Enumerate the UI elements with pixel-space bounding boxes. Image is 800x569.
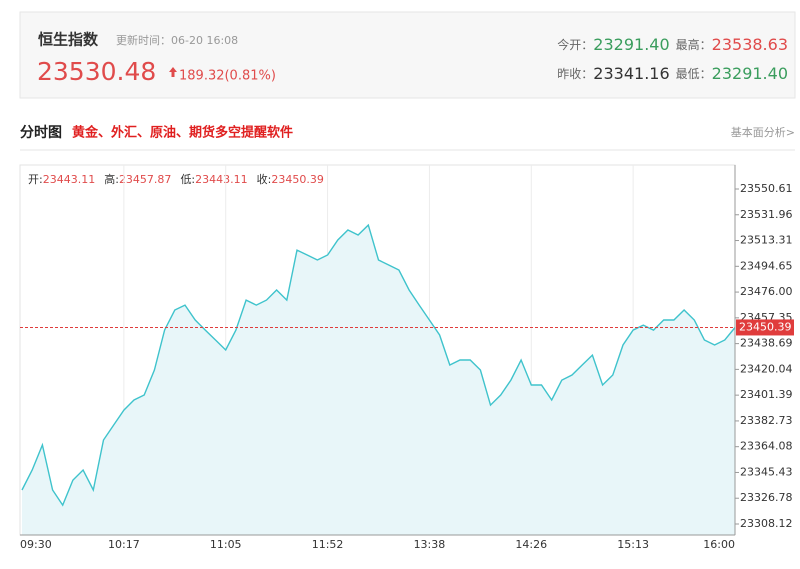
up-arrow — [169, 67, 177, 77]
y-tick-label: 23382.73 — [740, 414, 793, 427]
y-tick-label: 23420.04 — [740, 362, 793, 375]
price-line — [21, 223, 736, 507]
info-value: 23443.11 — [43, 173, 96, 186]
y-tick-label: 23326.78 — [740, 491, 793, 504]
stat-value: 23341.16 — [593, 64, 669, 83]
price: 23530.48 — [37, 57, 156, 86]
x-tick-label: 13:38 — [414, 538, 446, 551]
info-label: 低: — [180, 173, 195, 186]
x-tick-label: 10:17 — [108, 538, 140, 551]
y-tick-label: 23494.65 — [740, 259, 793, 272]
stat-value: 23538.63 — [712, 35, 788, 54]
ohlc-info: 开:23443.11 高:23457.87 低:23443.11 收:23450.39 — [28, 172, 324, 186]
price-area — [22, 225, 735, 535]
y-tick-label: 23550.61 — [740, 182, 793, 195]
x-tick-label: 11:52 — [312, 538, 344, 551]
analysis-link[interactable]: 基本面分析> — [731, 125, 795, 139]
section-title: 分时图 — [20, 124, 62, 141]
info-label: 收: — [257, 172, 272, 186]
y-tick-label: 23513.31 — [740, 234, 793, 247]
update-time: 更新时间：06-20 16:08 — [116, 33, 238, 47]
info-label: 开: — [28, 173, 43, 186]
y-tick-label: 23345.43 — [740, 465, 793, 478]
info-value: 23450.39 — [271, 173, 324, 186]
stats-row: 今开：23291.40 最高：23538.63 — [557, 35, 788, 54]
y-tick-label: 23531.96 — [740, 208, 793, 221]
change: 189.32(0.81%) — [179, 69, 276, 84]
stat-value: 23291.40 — [593, 35, 669, 54]
stat-label: 最低： — [676, 67, 712, 81]
promo-link[interactable]: 黄金、外汇、原油、期货多空提醒软件 — [72, 125, 293, 141]
info-value: 23457.87 — [119, 173, 172, 186]
index-title: 恒生指数 — [38, 31, 99, 49]
y-tick-label: 23401.39 — [740, 388, 793, 401]
x-tick-label: 16:00 — [703, 538, 735, 551]
stat-label: 最高： — [676, 37, 712, 52]
x-tick-label: 09:30 — [20, 538, 52, 551]
stat-label: 昨收： — [557, 67, 593, 81]
x-tick-label: 14:26 — [515, 538, 547, 551]
stats-row: 昨收：23341.16 最低：23291.40 — [557, 64, 788, 83]
info-value: 23443.11 — [195, 173, 248, 186]
last-price-tag — [736, 319, 794, 336]
x-tick-label: 11:05 — [210, 538, 242, 551]
stat-value: 23291.40 — [712, 64, 788, 83]
y-tick-label: 23364.08 — [740, 440, 793, 453]
y-tick-label: 23476.00 — [740, 285, 793, 298]
y-tick-label: 23438.69 — [740, 337, 793, 350]
x-tick-label: 15:13 — [617, 538, 649, 551]
last-price-label: 23450.39 — [739, 320, 792, 333]
y-tick-label: 23308.12 — [740, 517, 793, 530]
info-label: 高: — [104, 172, 119, 186]
stat-label: 今开： — [557, 37, 593, 52]
header-box — [19, 11, 796, 99]
